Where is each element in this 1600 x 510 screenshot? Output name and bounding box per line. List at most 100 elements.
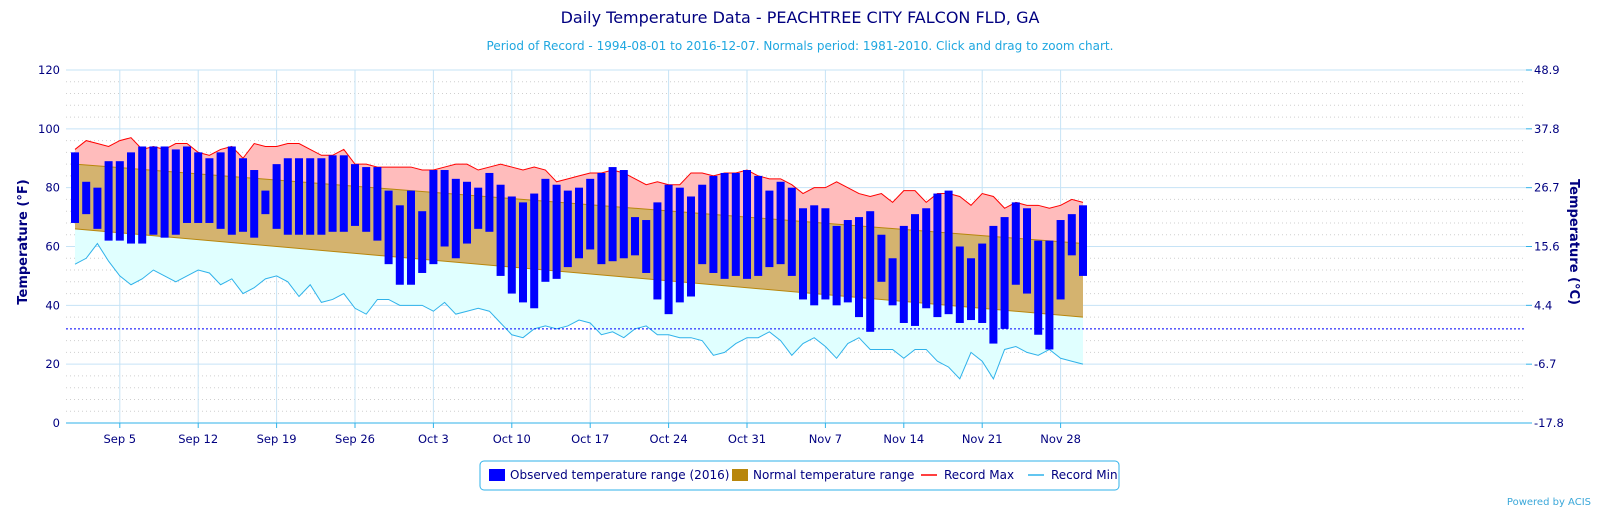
observed-bar: [642, 220, 651, 273]
observed-bar: [1056, 220, 1065, 300]
observed-bar: [519, 202, 527, 303]
observed-bar: [552, 184, 561, 279]
observed-bar: [619, 170, 628, 259]
credit-link[interactable]: Powered by ACIS: [1507, 497, 1591, 508]
y-tick-label-left: 0: [53, 416, 60, 430]
observed-bar: [664, 184, 673, 315]
legend-box: [479, 460, 1120, 491]
observed-bar: [317, 158, 326, 235]
plot-area[interactable]: 0 20 40 60 80 100 120 -17.8 -6.7 4.4 15.6 26.7 37.8 4…: [38, 63, 1564, 446]
observed-bar: [541, 178, 550, 282]
y-tick-label-right: 48.9: [1534, 63, 1560, 77]
observed-bar: [799, 208, 807, 300]
observed-bar: [362, 167, 371, 232]
x-tick-label: Oct 3: [418, 432, 449, 446]
observed-bar: [1034, 240, 1043, 335]
observed-bar: [967, 258, 975, 321]
legend-item-observed[interactable]: Observed temperature range (2016): [489, 468, 729, 482]
legend-item-normal[interactable]: Normal temperature range: [732, 468, 914, 482]
observed-bar: [855, 217, 863, 318]
observed-bar: [1045, 240, 1054, 350]
observed-bar: [339, 155, 348, 232]
observed-bar: [250, 170, 259, 238]
observed-bar: [944, 190, 953, 315]
observed-bar: [765, 190, 774, 268]
observed-bar: [575, 187, 583, 259]
observed-bar: [407, 190, 415, 285]
observed-bar: [205, 158, 214, 223]
observed-bar: [127, 152, 135, 244]
x-tick-label: Nov 28: [1040, 432, 1081, 446]
observed-bar: [216, 152, 225, 229]
observed-bar: [429, 170, 438, 265]
observed-bar: [1023, 208, 1031, 294]
y-tick-label-right: 26.7: [1534, 181, 1560, 195]
observed-bar: [463, 181, 471, 244]
x-tick-label: Oct 24: [650, 432, 688, 446]
observed-bar: [989, 225, 998, 344]
observed-bar: [1000, 217, 1009, 329]
legend-swatch-observed: [489, 469, 505, 481]
observed-bar: [395, 205, 404, 285]
y-tick-label-right: 4.4: [1534, 298, 1552, 312]
legend-item-record-max[interactable]: Record Max: [921, 468, 1014, 482]
y-tick-label-left: 80: [45, 181, 60, 195]
legend-item-record-min[interactable]: Record Min: [1028, 468, 1118, 482]
observed-bar: [776, 181, 785, 265]
observed-bar: [138, 146, 147, 244]
observed-bar: [440, 170, 449, 247]
observed-bar: [787, 187, 796, 276]
observed-bar: [675, 187, 684, 303]
x-tick-label: Oct 17: [571, 432, 609, 446]
observed-bar: [832, 225, 841, 306]
y-tick-label-left: 120: [38, 63, 60, 77]
observed-bar: [451, 178, 460, 259]
observed-bar: [384, 190, 393, 265]
observed-bar: [239, 158, 247, 232]
observed-bar: [485, 172, 494, 232]
observed-bar: [978, 243, 987, 323]
observed-bar: [82, 181, 91, 215]
x-tick-label: Sep 19: [257, 432, 297, 446]
observed-bar: [1079, 205, 1087, 276]
observed-bar: [351, 164, 359, 226]
observed-bar: [194, 152, 203, 223]
observed-bar: [115, 161, 124, 241]
y-tick-label-left: 60: [45, 240, 60, 254]
observed-bar: [843, 220, 852, 303]
observed-bar: [899, 225, 908, 323]
observed-bar: [530, 193, 539, 309]
observed-bar: [171, 149, 180, 235]
x-tick-label: Oct 31: [728, 432, 766, 446]
record-min-band: [75, 228, 1083, 379]
observed-bar: [911, 214, 919, 326]
y-tick-label-left: 20: [45, 357, 60, 371]
y-axis-label-right: Temperature (°C): [1566, 179, 1581, 305]
observed-bar: [821, 208, 830, 300]
legend-label-observed: Observed temperature range (2016): [510, 468, 729, 482]
observed-bar: [283, 158, 292, 235]
y-axis-label-left: Temperature (°F): [16, 179, 31, 304]
y-tick-label-left: 40: [45, 298, 60, 312]
observed-bar: [1067, 214, 1076, 256]
chart-title: Daily Temperature Data - PEACHTREE CITY …: [561, 8, 1040, 27]
observed-bar: [687, 196, 695, 297]
record-min-line: [74, 242, 1084, 380]
observed-bar: [720, 172, 729, 279]
y-tick-label-right: 37.8: [1534, 122, 1560, 136]
observed-bar: [922, 208, 931, 309]
legend-label-record-max: Record Max: [944, 468, 1014, 482]
observed-bar: [866, 211, 875, 332]
observed-bar: [496, 184, 505, 276]
observed-bar: [653, 202, 662, 300]
legend[interactable]: Observed temperature range (2016) Normal…: [479, 460, 1120, 491]
observed-bar: [563, 190, 572, 268]
x-tick-label: Sep 26: [335, 432, 375, 446]
observed-bar: [698, 184, 707, 265]
observed-bar: [418, 211, 427, 273]
observed-bar: [149, 146, 158, 235]
observed-bar: [597, 172, 606, 265]
observed-bar: [272, 164, 281, 229]
x-tick-label: Sep 5: [103, 432, 136, 446]
